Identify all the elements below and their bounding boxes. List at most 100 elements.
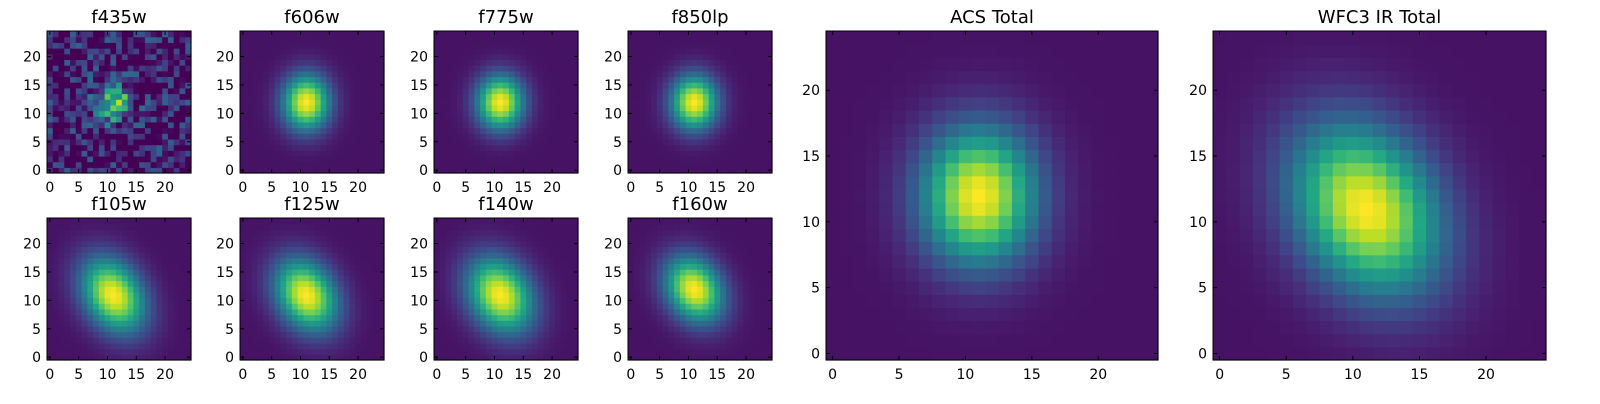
heatmap-cell <box>743 133 749 139</box>
heatmap-cell <box>760 162 766 168</box>
heatmap-cell <box>275 280 281 286</box>
heatmap-cell <box>532 116 538 122</box>
heatmap-cell <box>755 65 761 71</box>
heatmap-cell <box>457 82 463 88</box>
heatmap-cell <box>543 99 549 105</box>
heatmap-cell <box>116 54 122 60</box>
heatmap-cell <box>755 133 761 139</box>
heatmap-cell <box>674 128 680 134</box>
heatmap-cell <box>372 309 378 315</box>
heatmap-cell <box>252 286 258 292</box>
heatmap-cell <box>440 280 446 286</box>
heatmap-cell <box>515 337 521 343</box>
heatmap-cell <box>110 275 116 281</box>
heatmap-cell <box>457 337 463 343</box>
heatmap-cell <box>286 105 292 111</box>
heatmap-cell <box>668 116 674 122</box>
heatmap-cell <box>463 150 469 156</box>
heatmap-cell <box>663 309 669 315</box>
heatmap-cell <box>338 93 344 99</box>
heatmap-cell <box>326 258 332 264</box>
heatmap-cell <box>561 332 567 338</box>
heatmap-cell <box>668 128 674 134</box>
heatmap-cell <box>367 133 373 139</box>
heatmap-cell <box>440 82 446 88</box>
heatmap-cell <box>703 275 709 281</box>
heatmap-cell <box>179 150 185 156</box>
heatmap-cell <box>76 111 82 117</box>
heatmap-cell <box>628 105 634 111</box>
heatmap-cell <box>344 128 350 134</box>
heatmap-cell <box>168 31 174 37</box>
heatmap-cell <box>64 139 70 145</box>
heatmap-cell <box>566 252 572 258</box>
heatmap-cell <box>543 320 549 326</box>
heatmap-cell <box>128 263 134 269</box>
heatmap-cell <box>451 349 457 355</box>
heatmap-cell <box>355 332 361 338</box>
heatmap-cell <box>538 82 544 88</box>
heatmap-cell <box>326 263 332 269</box>
heatmap-cell <box>179 59 185 65</box>
heatmap-cell <box>651 162 657 168</box>
heatmap-cell <box>372 275 378 281</box>
heatmap-cell <box>451 275 457 281</box>
heatmap-cell <box>156 229 162 235</box>
heatmap-cell <box>133 258 139 264</box>
heatmap-cell <box>543 76 549 82</box>
heatmap-cell <box>179 48 185 54</box>
heatmap-cell <box>566 218 572 224</box>
x-tick-label: 20 <box>543 180 561 196</box>
heatmap-cell <box>122 224 128 230</box>
heatmap-cell <box>168 269 174 275</box>
heatmap-cell <box>110 246 116 252</box>
heatmap-cell <box>151 235 157 241</box>
heatmap-cell <box>162 122 168 128</box>
heatmap-cell <box>367 241 373 247</box>
heatmap-cell <box>446 263 452 269</box>
heatmap-cell <box>732 76 738 82</box>
heatmap-cell <box>263 116 269 122</box>
heatmap-cell <box>326 88 332 94</box>
heatmap-cell <box>674 303 680 309</box>
heatmap-cell <box>133 263 139 269</box>
heatmap-cell <box>440 252 446 258</box>
heatmap-cell <box>469 263 475 269</box>
heatmap-cell <box>372 37 378 43</box>
heatmap-cell <box>110 286 116 292</box>
heatmap-cell <box>128 269 134 275</box>
heatmap-cell <box>674 42 680 48</box>
heatmap-cell <box>509 258 515 264</box>
heatmap-cell <box>549 88 555 94</box>
heatmap-cell <box>59 150 65 156</box>
heatmap-cell <box>634 82 640 88</box>
heatmap-cell <box>133 337 139 343</box>
heatmap-cell <box>116 31 122 37</box>
heatmap-cell <box>252 31 258 37</box>
heatmap-cell <box>549 235 555 241</box>
heatmap-cell <box>122 156 128 162</box>
heatmap-cell <box>538 99 544 105</box>
heatmap-cell <box>446 349 452 355</box>
heatmap-cell <box>162 246 168 252</box>
heatmap-cell <box>440 326 446 332</box>
heatmap-cell <box>59 263 65 269</box>
heatmap-cell <box>645 76 651 82</box>
heatmap-cell <box>179 241 185 247</box>
heatmap-cell <box>156 133 162 139</box>
heatmap-cell <box>174 349 180 355</box>
heatmap-cell <box>457 122 463 128</box>
heatmap-cell <box>257 224 263 230</box>
heatmap-cell <box>520 54 526 60</box>
heatmap-cell <box>105 48 111 54</box>
heatmap-cell <box>99 315 105 321</box>
heatmap-cell <box>555 145 561 151</box>
heatmap-cell <box>139 145 145 151</box>
heatmap-cell <box>116 42 122 48</box>
heatmap-cell <box>70 133 76 139</box>
heatmap-cell <box>122 162 128 168</box>
heatmap-cell <box>355 286 361 292</box>
heatmap-cell <box>174 298 180 304</box>
heatmap-cell <box>145 139 151 145</box>
heatmap-cell <box>651 150 657 156</box>
